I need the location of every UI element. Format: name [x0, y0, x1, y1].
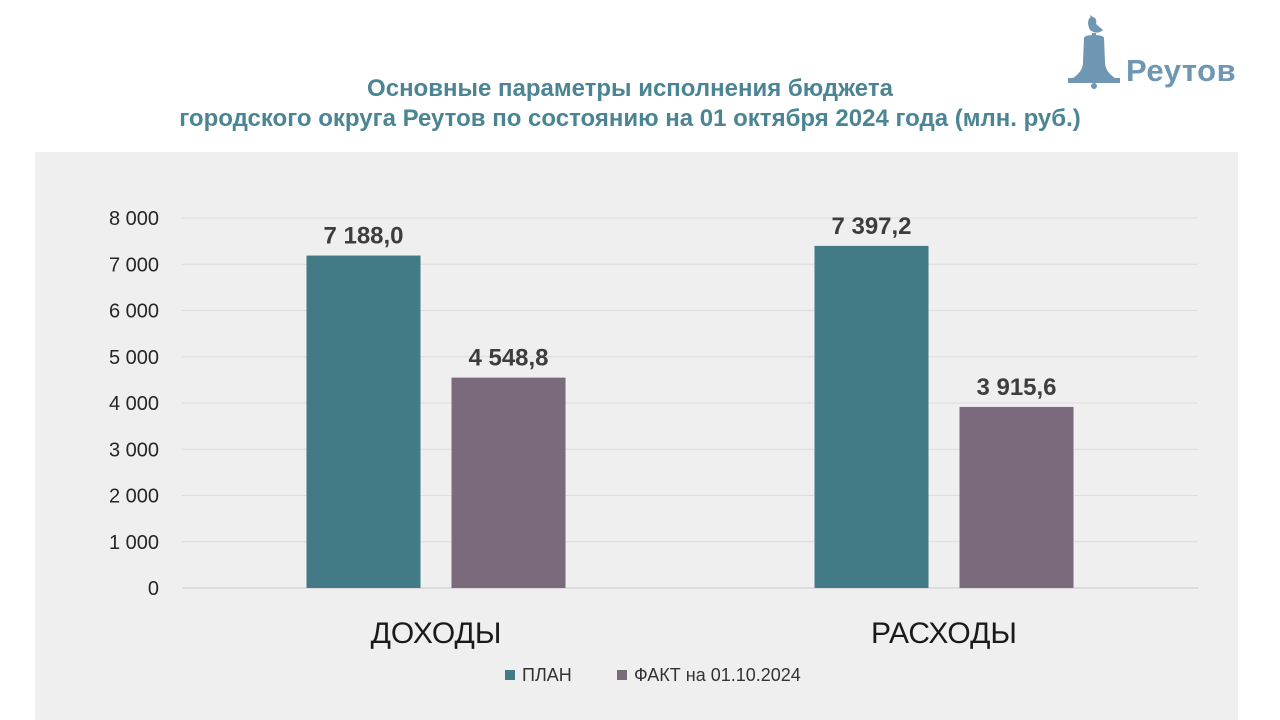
y-tick-label: 1 000	[109, 532, 159, 554]
data-label: 7 188,0	[323, 223, 403, 250]
legend-swatch	[505, 670, 515, 680]
legend-swatch	[617, 670, 627, 680]
y-tick-label: 6 000	[109, 301, 159, 323]
bar-chart: 0 1 000 2 000 3 000 4 000 5 000 6 000 7 000 8 00…	[109, 208, 1198, 685]
data-label: 3 915,6	[976, 374, 1056, 401]
bar	[451, 377, 566, 588]
data-label: 7 397,2	[831, 213, 911, 240]
y-tick-label: 0	[148, 578, 159, 600]
bar	[959, 406, 1074, 588]
x-category-label: ДОХОДЫ	[371, 617, 502, 650]
legend-label: ФАКТ на 01.10.2024	[634, 665, 801, 685]
bar	[306, 255, 421, 588]
page-title-line-1: Основные параметры исполнения бюджета	[367, 75, 893, 102]
y-tick-label: 3 000	[109, 439, 159, 461]
bell-with-dove-icon	[1068, 15, 1120, 89]
page-title-line-2: городского округа Реутов по состоянию на…	[179, 105, 1081, 132]
logo-text: Реутов	[1126, 53, 1237, 88]
x-category-label: РАСХОДЫ	[871, 617, 1017, 650]
y-tick-label: 2 000	[109, 486, 159, 508]
data-label: 4 548,8	[468, 345, 548, 372]
legend-label: ПЛАН	[522, 665, 572, 685]
y-tick-label: 7 000	[109, 254, 159, 276]
y-tick-label: 8 000	[109, 208, 159, 230]
y-tick-label: 5 000	[109, 347, 159, 369]
y-tick-label: 4 000	[109, 393, 159, 415]
bar	[814, 245, 929, 588]
page-title: Основные параметры исполнения бюджета го…	[0, 74, 1260, 134]
logo: Реутов	[1062, 12, 1262, 92]
chart-area: 0 1 000 2 000 3 000 4 000 5 000 6 000 7 000 8 00…	[35, 152, 1238, 720]
